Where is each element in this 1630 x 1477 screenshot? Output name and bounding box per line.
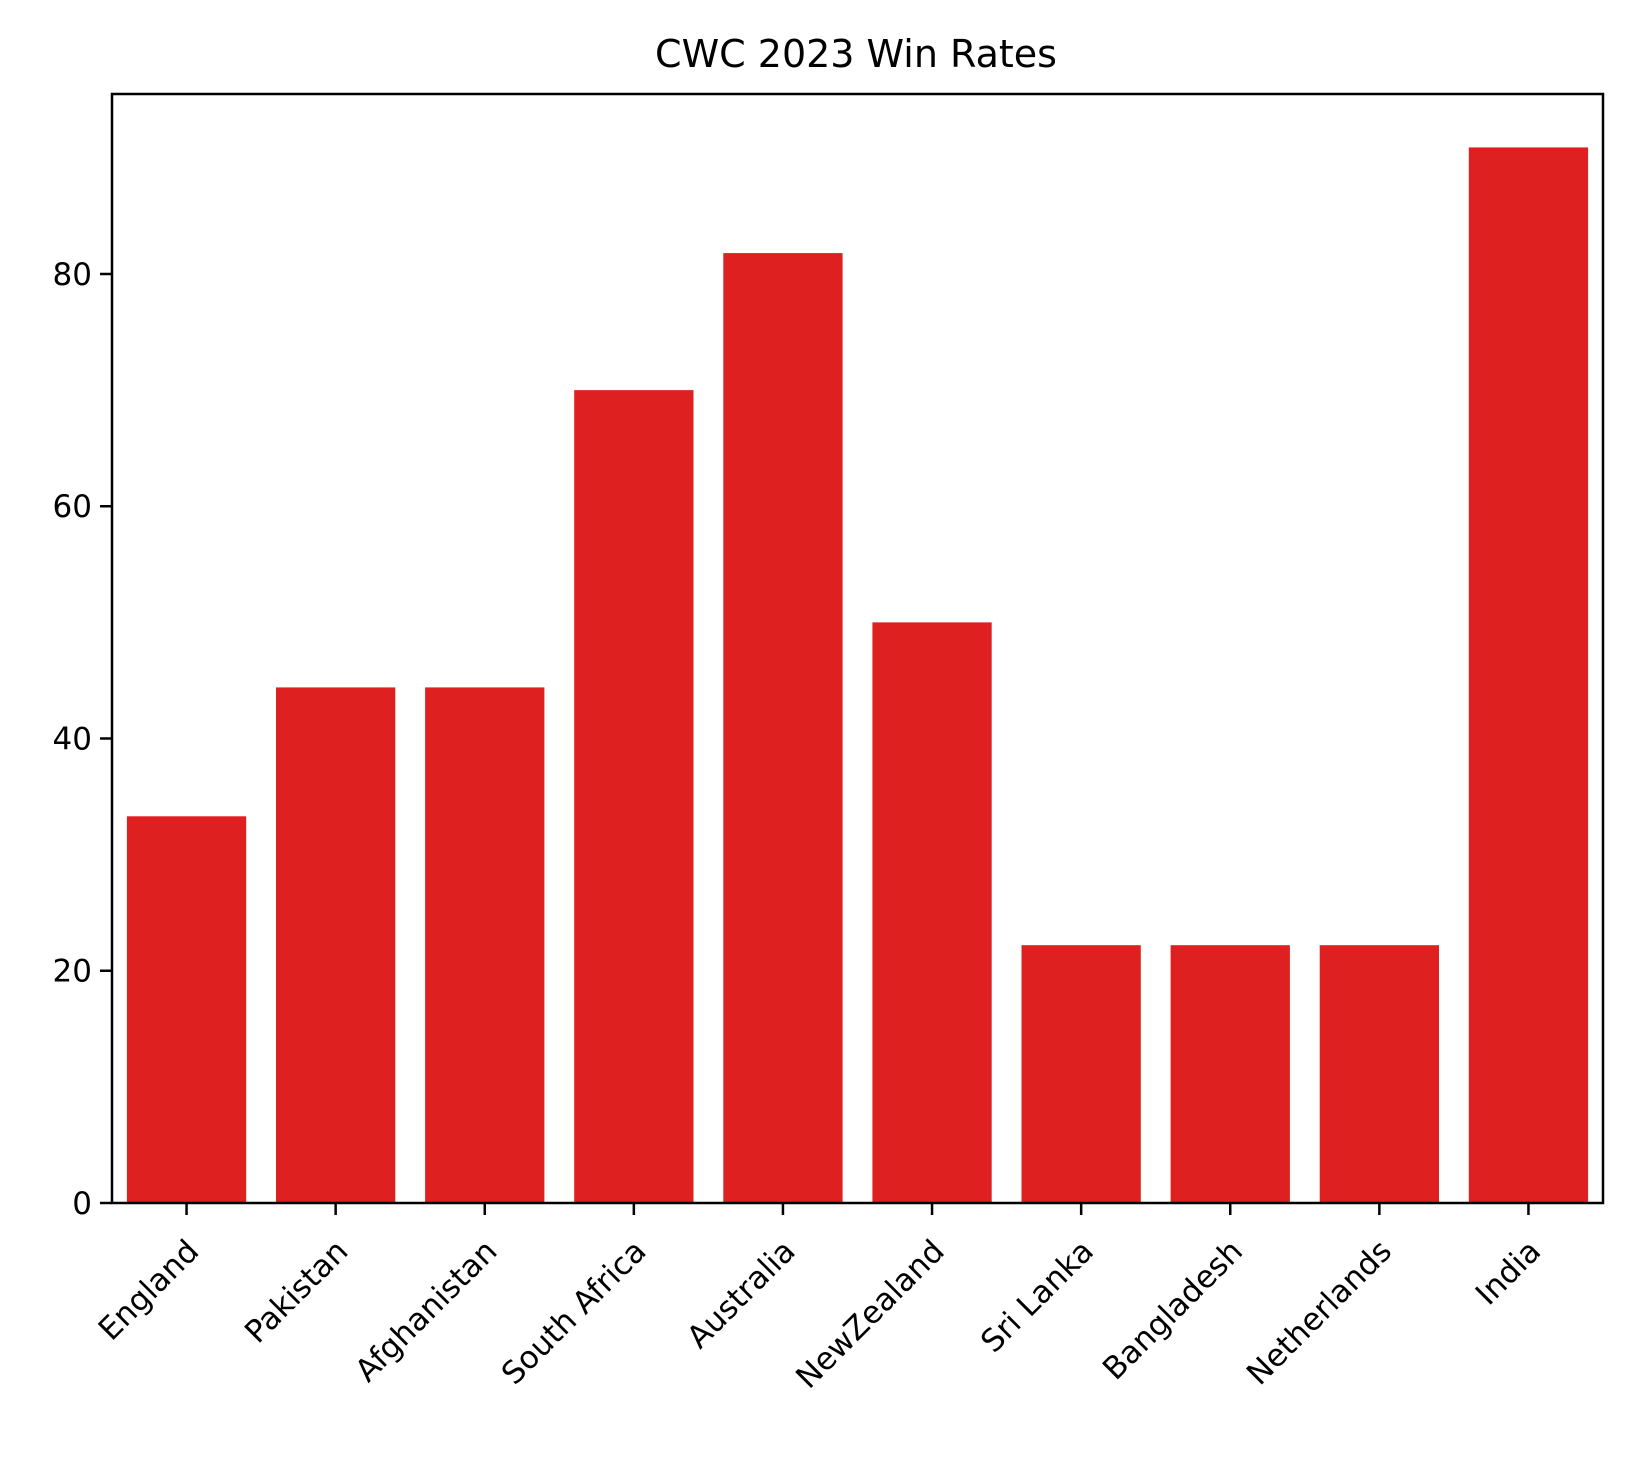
bar-netherlands xyxy=(1319,945,1439,1203)
bar-australia xyxy=(723,253,843,1203)
bar-afghanistan xyxy=(425,687,545,1203)
bars-group xyxy=(126,147,1589,1203)
bar-pakistan xyxy=(276,687,396,1203)
y-tick-label-0: 0 xyxy=(72,1186,92,1222)
y-tick-label-60: 60 xyxy=(53,489,92,525)
y-tick-label-40: 40 xyxy=(53,721,92,757)
bar-england xyxy=(126,816,247,1203)
y-tick-label-80: 80 xyxy=(53,257,92,293)
bar-south-africa xyxy=(574,390,694,1203)
bar-india xyxy=(1468,147,1589,1203)
bar-sri-lanka xyxy=(1021,945,1141,1203)
bar-bangladesh xyxy=(1170,945,1290,1203)
bar-newzealand xyxy=(872,622,992,1203)
y-tick-label-20: 20 xyxy=(53,954,92,990)
y-axis: 0 20 40 60 80 xyxy=(53,257,112,1222)
plot-frame xyxy=(110,92,1605,1205)
chart-title: CWC 2023 Win Rates xyxy=(655,32,1057,76)
